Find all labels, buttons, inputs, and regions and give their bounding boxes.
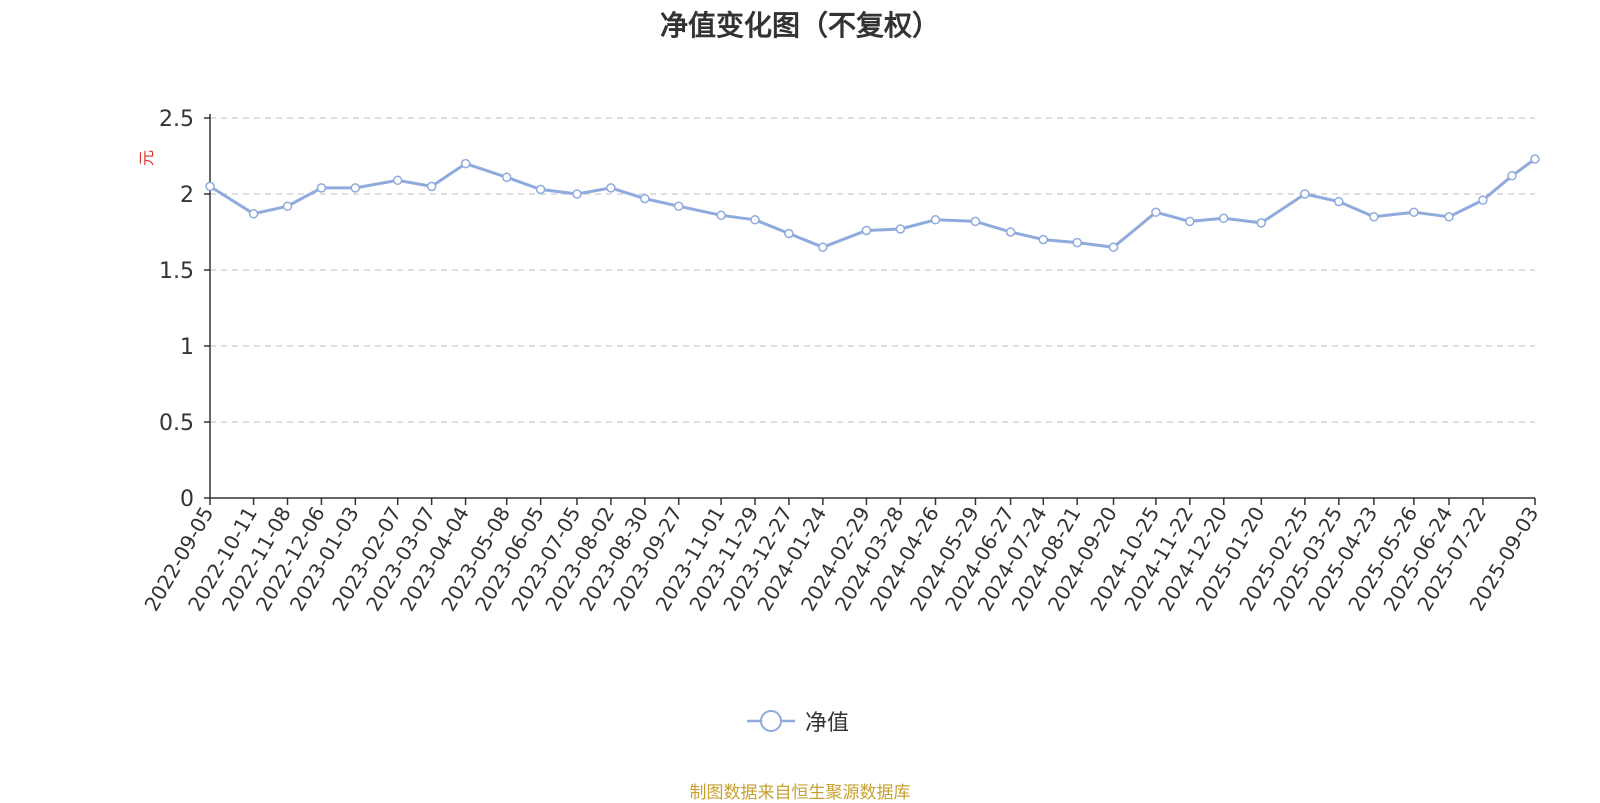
data-point [1507,171,1517,181]
data-point [1072,237,1082,248]
data-point [535,184,546,195]
data-point [861,225,872,236]
data-point [205,181,215,192]
data-point [784,228,794,239]
data-point [1005,227,1016,237]
legend-series-icon [747,710,795,732]
legend-label: 净值 [805,711,850,736]
data-point [606,183,616,193]
series-line [209,157,1536,249]
data-point [282,201,293,211]
data-point [716,210,726,221]
data-point [895,224,906,234]
data-point [640,193,650,204]
data-point [1409,207,1419,217]
data-point [818,242,828,252]
data-point [930,215,941,225]
data-point [248,209,259,219]
data-point [426,181,437,192]
chart-title: 净值变化图（不复权） [659,9,940,42]
data-point [1478,195,1488,205]
data-point [350,183,361,193]
source-note: 制图数据来自恒生聚源数据库 [689,783,911,803]
data-point [1218,213,1229,224]
y-tick-label: 2 [180,183,194,208]
y-tick-label: 2.5 [159,107,194,132]
data-point [1334,196,1344,207]
y-tick-label: 0.5 [159,411,194,436]
data-point [750,215,760,225]
data-point [572,189,582,199]
data-point [1369,212,1379,222]
y-tick-label: 1 [180,335,194,360]
data-point [1038,234,1049,245]
data-point [1530,154,1540,164]
data-point [1444,212,1454,222]
data-point [1256,218,1267,228]
data-point [1300,189,1310,199]
data-point [316,183,327,193]
data-point [1185,216,1195,227]
y-axis-label: 元 [137,150,156,166]
data-point [1151,207,1161,217]
data-point [673,201,684,211]
y-tick-label: 0 [180,487,194,512]
data-point [392,175,403,186]
data-point [501,172,512,183]
data-point [970,216,981,227]
legend[interactable]: 净值 [745,705,849,737]
data-point [460,158,471,169]
data-point [1108,242,1119,252]
y-tick-label: 1.5 [159,259,194,284]
